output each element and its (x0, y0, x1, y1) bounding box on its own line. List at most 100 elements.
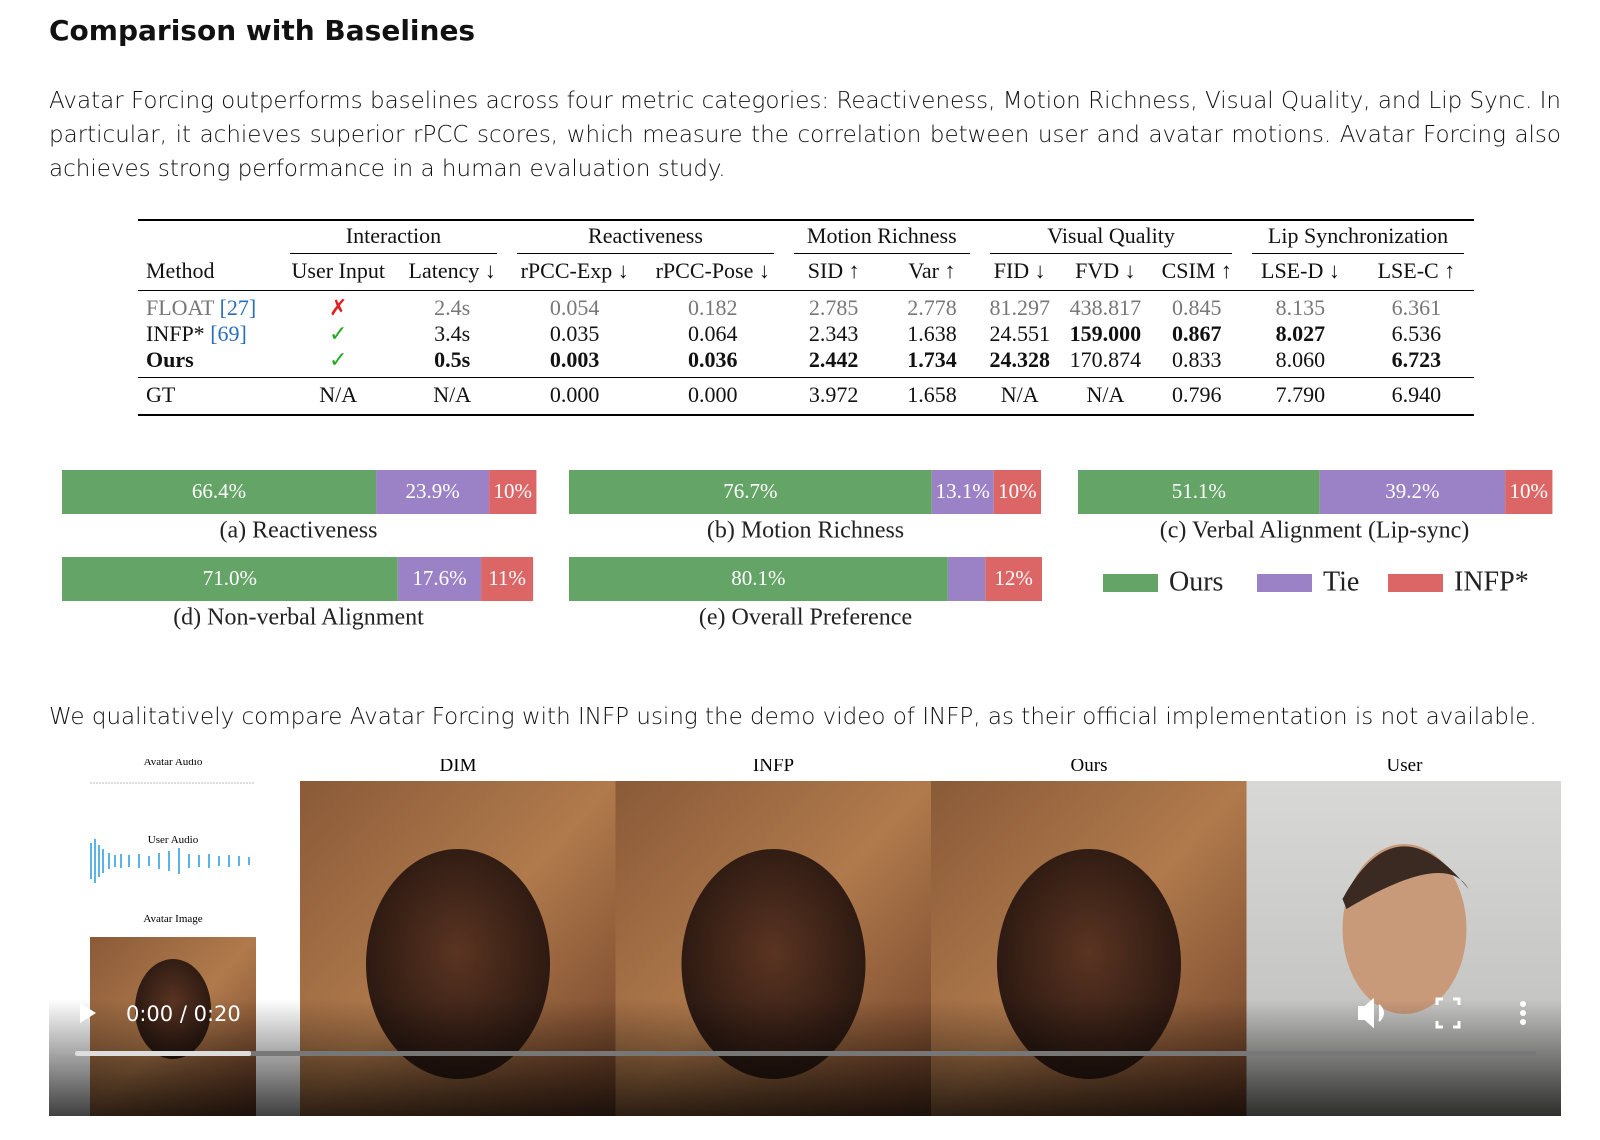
table-cell: 81.297 (989, 295, 1050, 320)
table-cell: 0.064 (687, 321, 738, 346)
preference-chart: 66.4% 23.9% 10% (a) Reactiveness 76.7% 13.1% 1… (62, 470, 1553, 631)
value-label: 23.9% (405, 479, 459, 503)
bar-segment (489, 470, 537, 514)
group-label: Motion Richness (793, 223, 971, 254)
frame-label: Ours (1071, 759, 1108, 776)
column-header: Method (138, 256, 280, 291)
value-label: 76.7% (723, 479, 777, 503)
table-cell: ✓ (329, 347, 348, 372)
group-label: Lip Synchronization (1252, 223, 1464, 254)
table-row: GT N/A N/A 0.000 0.000 3.972 1.658 N/A N/A 0.796 7… (138, 377, 1474, 415)
bar-segment (931, 470, 994, 514)
table-cell: ✓ (329, 321, 348, 346)
column-header: Var ↑ (883, 256, 981, 291)
category-label: (d) Non-verbal Alignment (173, 605, 424, 631)
column-header: Latency ↓ (397, 256, 508, 291)
legend-swatch (1257, 574, 1312, 592)
group-header: Lip Synchronization (1242, 220, 1474, 256)
legend-label: Tie (1323, 566, 1359, 597)
method-name: Ours (146, 347, 194, 372)
table-cell: 0.867 (1171, 321, 1222, 346)
bar-segment (376, 470, 490, 514)
group-label: Reactiveness (517, 223, 774, 254)
bar-segment (1078, 470, 1320, 514)
value-label: 51.1% (1172, 479, 1226, 503)
column-header: LSE-D ↓ (1242, 256, 1359, 291)
value-label: 71.0% (203, 566, 257, 590)
video-frame: 0:00 / 0:20 Avatar Audio User Audio Avatar… (49, 759, 1561, 1116)
legend-swatch (1103, 574, 1158, 592)
bar-segment (397, 557, 482, 601)
group-header: Visual Quality (980, 220, 1242, 256)
play-button[interactable] (80, 1003, 96, 1023)
table-cell: 0.833 (1171, 347, 1222, 372)
method-name: FLOAT (146, 295, 215, 320)
side-label: Avatar Audio (144, 759, 203, 768)
table-cell: 0.000 (641, 377, 784, 415)
value-label: 66.4% (192, 479, 246, 503)
bar-segment (1505, 470, 1553, 514)
table-row: FLOAT [27] ✗ 2.4s 0.054 0.182 2.785 2.778 81.29… (138, 291, 1474, 322)
legend-label: Ours (1169, 566, 1223, 597)
frame-label: INFP (753, 759, 794, 776)
bar-segment (985, 557, 1042, 601)
table-cell: 438.817 (1069, 295, 1142, 320)
paragraph: Avatar Forcing outperforms baselines acr… (49, 88, 1561, 182)
bar-segment (569, 470, 932, 514)
group-label: Visual Quality (990, 223, 1233, 254)
results-table: Interaction Reactiveness Motion Richness Vi… (138, 219, 1474, 416)
group-header: Interaction (280, 220, 508, 256)
bar-segment (481, 557, 534, 601)
table-cell: N/A (279, 377, 397, 415)
column-header: rPCC-Exp ↓ (507, 256, 642, 291)
table-cell: 8.135 (1275, 295, 1326, 320)
corner (138, 220, 280, 256)
table-cell: 6.723 (1391, 347, 1442, 372)
column-header: SID ↑ (783, 256, 884, 291)
value-label: 17.6% (412, 566, 466, 590)
bar-segment (947, 557, 986, 601)
table-cell: 0.000 (507, 377, 642, 415)
table-row: Ours ✓ 0.5s 0.003 0.036 2.442 1.734 24.328 170.8… (138, 347, 1474, 378)
value-label: 10% (998, 479, 1037, 503)
table-cell: 1.638 (907, 321, 957, 346)
paragraph: We qualitatively compare Avatar Forcing … (49, 704, 1537, 730)
table-cell: 24.328 (989, 347, 1050, 372)
video-player[interactable]: 0:00 / 0:20 Avatar Audio User Audio Avatar… (49, 759, 1561, 1116)
citation: [27] (219, 295, 257, 320)
method-name: GT (146, 382, 176, 407)
fullscreen-button[interactable] (1435, 997, 1461, 1029)
table-cell: 0.054 (549, 295, 600, 320)
heading: Comparison with Baselines (49, 14, 476, 47)
table-cell: N/A (1059, 377, 1152, 415)
group-header: Reactiveness (507, 220, 783, 256)
table-cell: 2.778 (907, 295, 957, 320)
progress-track[interactable] (75, 1051, 1536, 1056)
group-label: Interaction (289, 223, 498, 254)
table-cell: 0.845 (1171, 295, 1222, 320)
category-label: (e) Overall Preference (699, 605, 912, 631)
value-label: 13.1% (936, 479, 990, 503)
column-header: User Input (279, 256, 397, 291)
menu-button[interactable] (1520, 1001, 1526, 1025)
value-label: 10% (1510, 479, 1549, 503)
value-label: 12% (994, 566, 1033, 590)
table-cell: 0.182 (687, 295, 738, 320)
volume-button[interactable] (1358, 997, 1384, 1029)
bar-segment (62, 470, 377, 514)
table-cell: 2.785 (808, 295, 859, 320)
category-label: (b) Motion Richness (707, 518, 904, 544)
waveform (90, 839, 250, 883)
side-label: Avatar Image (143, 913, 202, 925)
table-cell: 7.790 (1242, 377, 1359, 415)
table-cell: 8.060 (1275, 347, 1326, 372)
table-cell: 6.536 (1391, 321, 1442, 346)
table-cell: 0.035 (549, 321, 600, 346)
table-cell: N/A (980, 377, 1060, 415)
table-cell: 6.361 (1391, 295, 1442, 320)
time-display: 0:00 / 0:20 (126, 1002, 241, 1026)
table-cell: 0.003 (549, 347, 600, 372)
table-cell: 159.000 (1069, 321, 1142, 346)
table-row: INFP* [69] ✓ 3.4s 0.035 0.064 2.343 1.638 24.55… (138, 321, 1474, 347)
